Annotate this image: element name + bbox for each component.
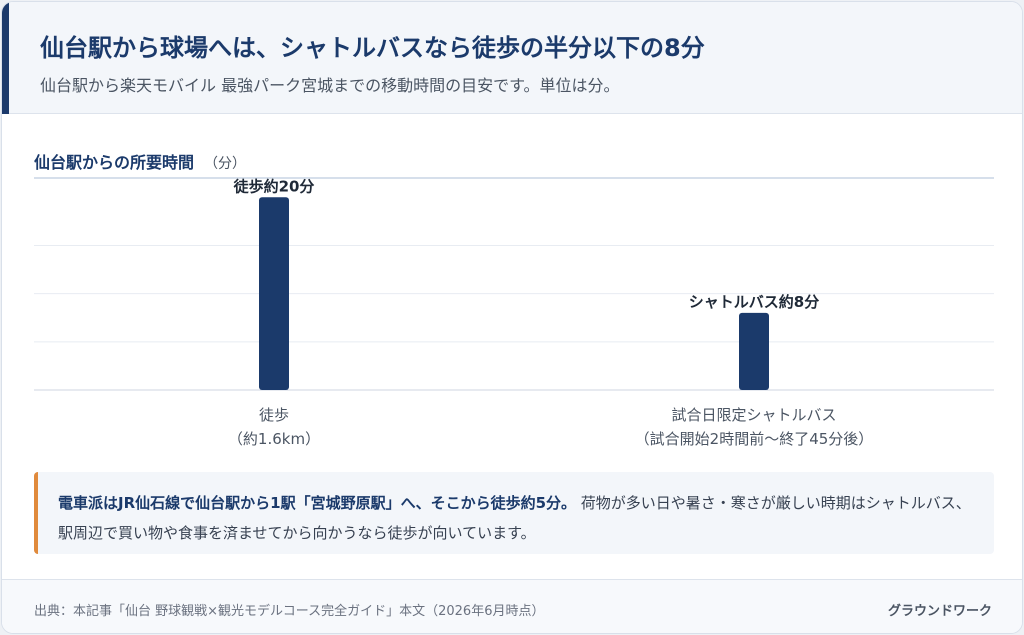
header-accent-bar	[2, 2, 9, 114]
footer: 出典：本記事「仙台 野球観戦×観光モデルコース完全ガイド」本文（2026年6月時…	[2, 579, 1022, 633]
note-highlight: 電車派はJR仙石線で仙台駅から1駅「宮城野原駅」へ、そこから徒歩約5分。	[58, 494, 577, 512]
page-title: 仙台駅から球場へは、シャトルバスなら徒歩の半分以下の8分	[40, 34, 705, 62]
chart-unit: （分）	[204, 156, 247, 172]
brand-logo-text: グラウンドワーク	[887, 604, 992, 619]
chart-title: 仙台駅からの所要時間 （分）	[34, 149, 246, 173]
data-label-2: シャトルバス約8分	[689, 293, 819, 311]
bar-2	[739, 312, 769, 390]
page-subtitle: 仙台駅から楽天モバイル 最強パーク宮城までの移動時間の目安です。単位は分。	[40, 76, 620, 95]
x-tick-label-2: 試合日限定シャトルバス	[671, 406, 836, 424]
x-tick-sublabel-2: （試合開始2時間前〜終了45分後）	[635, 430, 874, 448]
x-tick-sublabel-1: （約1.6km）	[228, 430, 320, 448]
header: 仙台駅から球場へは、シャトルバスなら徒歩の半分以下の8分 仙台駅から楽天モバイル…	[2, 2, 1022, 114]
bar-1	[259, 197, 289, 390]
data-label-1: 徒歩約20分	[233, 177, 315, 195]
note-box: 電車派はJR仙石線で仙台駅から1駅「宮城野原駅」へ、そこから徒歩約5分。 荷物が…	[34, 472, 994, 554]
chart-title-text: 仙台駅からの所要時間	[34, 153, 195, 172]
note-text: 荷物が多い日や暑さ・寒さが厳しい時期はシャトルバス、駅周辺で買い物や食事を済ませ…	[58, 494, 971, 542]
source-text: 出典：本記事「仙台 野球観戦×観光モデルコース完全ガイド」本文（2026年6月時…	[34, 604, 545, 619]
x-tick-label-1: 徒歩	[259, 406, 289, 424]
